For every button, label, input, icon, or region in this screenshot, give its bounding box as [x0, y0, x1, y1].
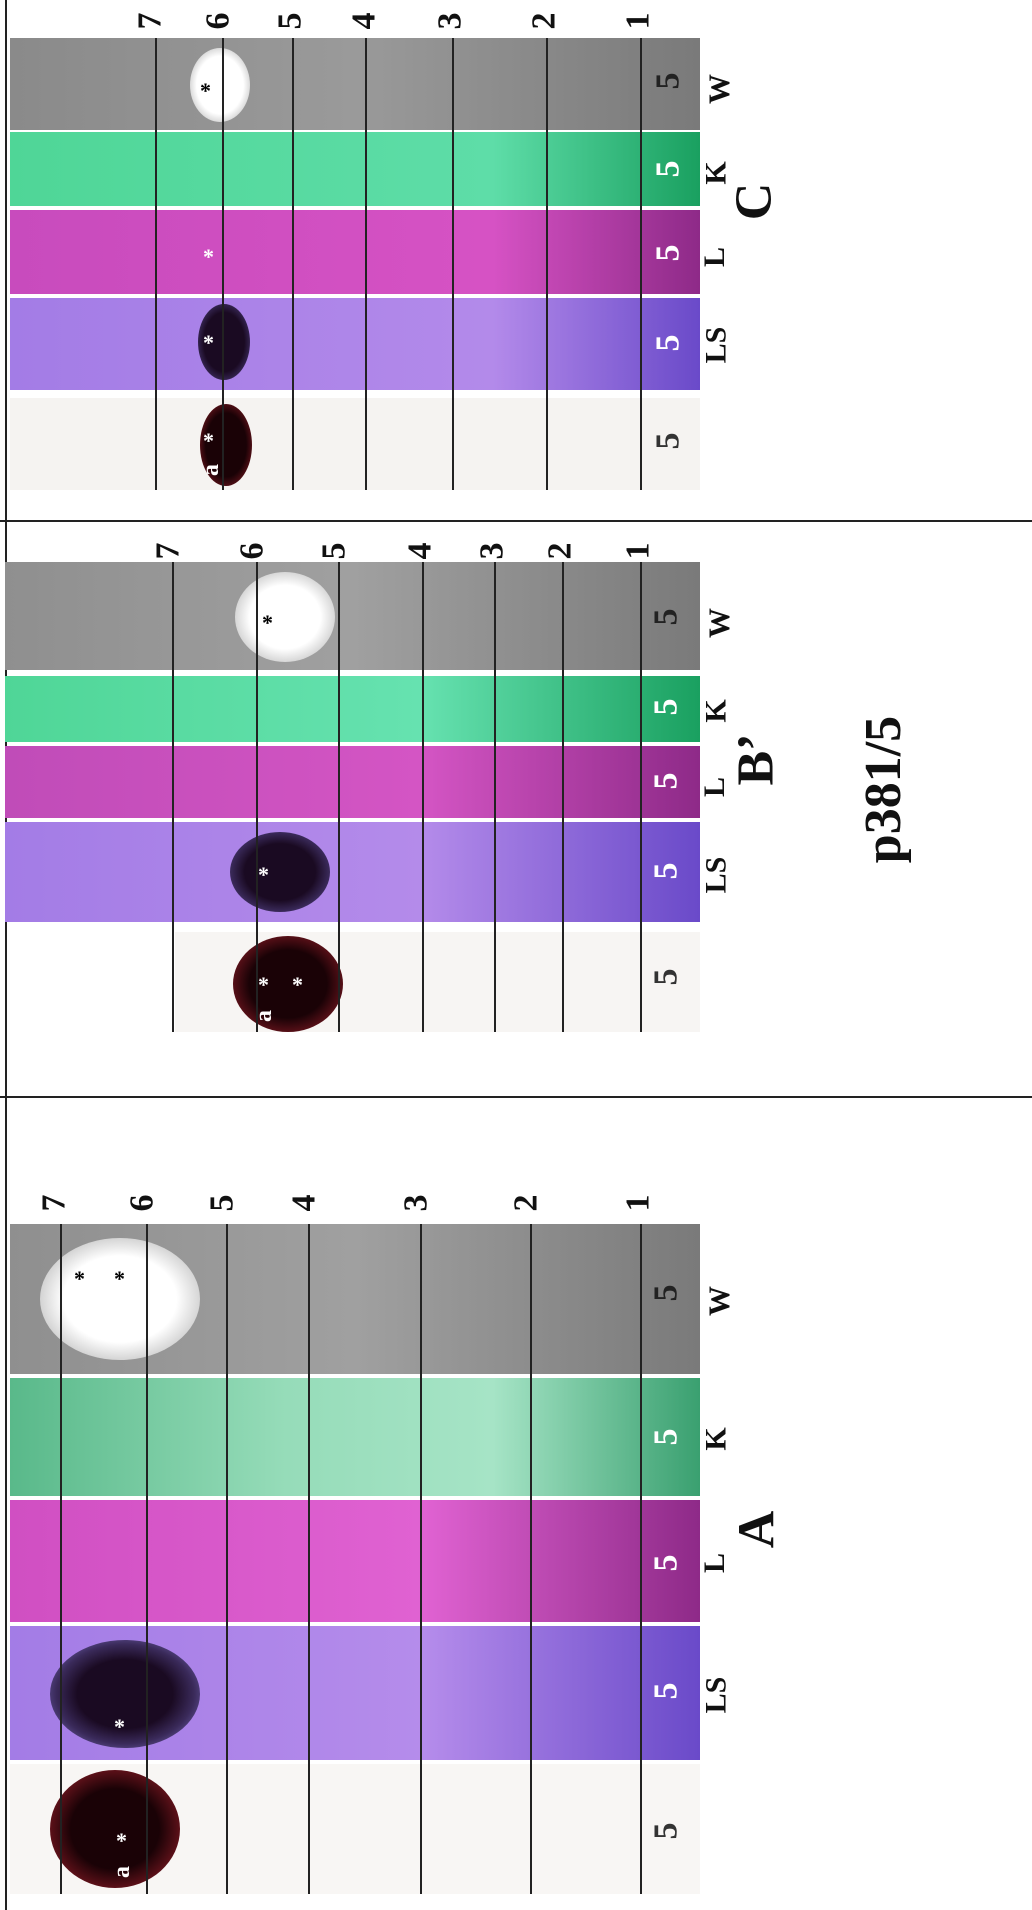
lane-label-l: L: [698, 247, 732, 267]
front-number-6: 6: [124, 1195, 162, 1212]
lane-label-w: W: [703, 608, 737, 638]
sample-label: 5: [650, 1683, 684, 1700]
sample-label: 5: [652, 335, 686, 352]
panel-label-a: A: [727, 1511, 786, 1549]
dark-spot: [230, 832, 330, 912]
lane-label-l: L: [698, 1553, 732, 1573]
sample-label: 5: [650, 969, 684, 986]
front-number-6: 6: [234, 543, 272, 560]
spot-mark-star: *: [203, 246, 214, 268]
front-number-1: 1: [620, 543, 658, 560]
front-number-7: 7: [150, 543, 188, 560]
sample-label: 5: [650, 1823, 684, 1840]
lane-label-w: W: [703, 74, 737, 104]
spot-mark-a: a: [252, 1010, 276, 1022]
lane-a-k: [10, 1378, 700, 1496]
sample-label: 5: [650, 1285, 684, 1302]
panel-label-c: C: [724, 183, 783, 221]
front-number-5: 5: [204, 1195, 242, 1212]
sample-label: 5: [650, 1555, 684, 1572]
dark-spot: [233, 936, 343, 1032]
spot-mark-star: *: [74, 1268, 85, 1290]
white-spot: [235, 572, 335, 662]
sample-label: 5: [652, 73, 686, 90]
spot-mark-star: *: [114, 1716, 125, 1738]
lane-c-l: [10, 210, 700, 294]
spot-mark-star: *: [200, 80, 211, 102]
lane-c-k: [10, 132, 700, 206]
spot-mark-star: *: [292, 974, 303, 996]
panel-label-b: B’: [727, 734, 786, 786]
sample-label: 5: [650, 699, 684, 716]
front-number-7: 7: [132, 13, 170, 30]
panel-a: 7 6 5 4 3 2 1 * * * * a 5 5 5 5 5 W K L …: [0, 1100, 1032, 1910]
front-number-4: 4: [346, 13, 384, 30]
front-number-2: 2: [508, 1195, 546, 1212]
lane-label-k: K: [700, 699, 734, 722]
front-number-2: 2: [526, 13, 564, 30]
spot-mark-star: *: [114, 1268, 125, 1290]
white-spot: [190, 48, 250, 122]
lane-b-ls: [5, 822, 700, 922]
sample-label: 5: [650, 609, 684, 626]
lane-label-k: K: [700, 1427, 734, 1450]
lane-b-l: [5, 746, 700, 818]
panel-separator: [0, 1096, 1032, 1098]
spot-mark-star: *: [116, 1830, 127, 1852]
panel-b: 7 6 5 4 3 2 1 * * * * a 5 5 5 5 5 W K L …: [0, 530, 1032, 1090]
lane-b-w: [5, 562, 700, 670]
lane-label-ls: LS: [699, 1677, 733, 1714]
white-spot: [40, 1238, 200, 1360]
panel-c: 7 6 5 4 3 2 1 * * * * a 5 5 5 5 5 W K L: [0, 0, 1032, 500]
front-number-6: 6: [200, 13, 238, 30]
front-number-3: 3: [398, 1195, 436, 1212]
lane-label-ls: LS: [699, 857, 733, 894]
lane-b-k: [5, 676, 700, 742]
front-number-7: 7: [36, 1195, 74, 1212]
lane-label-ls: LS: [699, 327, 733, 364]
panel-separator: [0, 520, 1032, 522]
sample-label: 5: [650, 863, 684, 880]
lane-a-l: [10, 1500, 700, 1622]
sample-label: 5: [652, 245, 686, 262]
spot-mark-star: *: [262, 612, 273, 634]
front-number-1: 1: [620, 1195, 658, 1212]
front-number-5: 5: [316, 543, 354, 560]
lane-a-ls: [10, 1626, 700, 1760]
sample-label: 5: [650, 1429, 684, 1446]
lane-c-w: [10, 38, 700, 130]
lane-c-ls: [10, 298, 700, 390]
front-number-3: 3: [432, 13, 470, 30]
spot-mark-star: *: [203, 332, 214, 354]
lane-c-vis: [10, 398, 700, 490]
spot-mark-a: a: [110, 1866, 134, 1878]
front-number-4: 4: [402, 543, 440, 560]
spot-mark-a: a: [199, 464, 223, 476]
front-number-4: 4: [286, 1195, 324, 1212]
spot-mark-star: *: [203, 430, 214, 452]
sample-label: 5: [652, 161, 686, 178]
lane-label-w: W: [703, 1286, 737, 1316]
front-number-5: 5: [272, 13, 310, 30]
spot-mark-star: *: [258, 974, 269, 996]
lane-label-k: K: [700, 161, 734, 184]
dark-spot: [50, 1640, 200, 1748]
figure-label: p381/5: [854, 716, 913, 863]
front-number-1: 1: [620, 13, 658, 30]
spot-mark-star: *: [258, 864, 269, 886]
sample-label: 5: [650, 773, 684, 790]
front-number-2: 2: [542, 543, 580, 560]
lane-a-w: [10, 1224, 700, 1374]
sample-label: 5: [652, 433, 686, 450]
front-number-3: 3: [474, 543, 512, 560]
